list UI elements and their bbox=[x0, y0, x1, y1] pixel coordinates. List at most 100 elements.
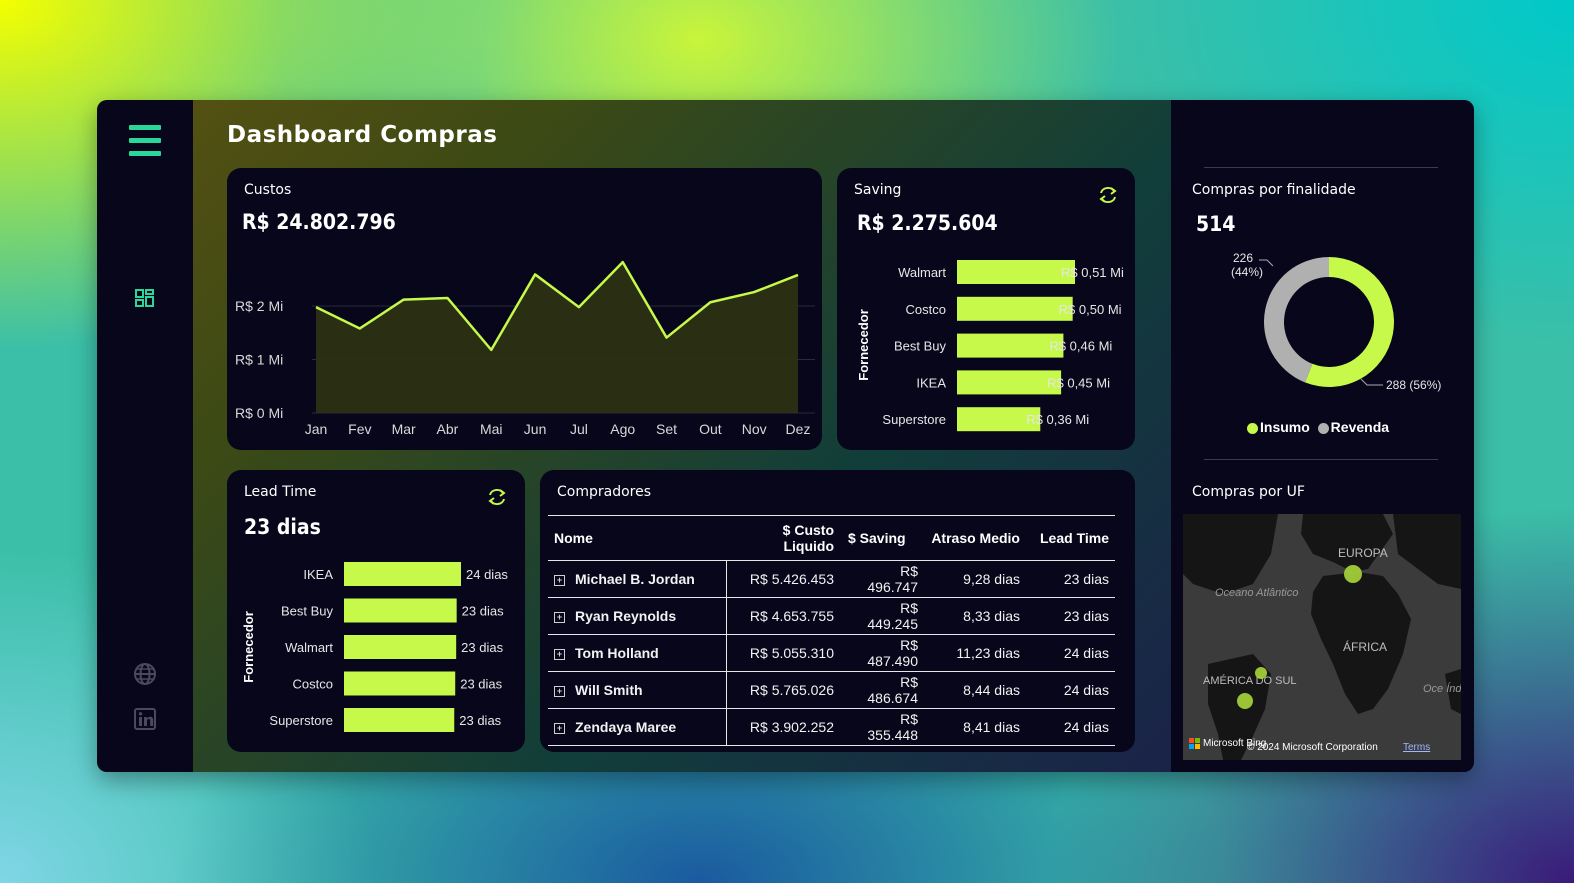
uf-map[interactable]: EUROPA Oceano Atlântico ÁFRICA AMÉRICA D… bbox=[1183, 514, 1461, 760]
table-row[interactable]: + Tom Holland R$ 5.055.310 R$ 487.490 11,23 … bbox=[548, 634, 1115, 672]
cell-nome: + Ryan Reynolds bbox=[548, 597, 727, 635]
x-tick-label: Set bbox=[656, 421, 677, 437]
legend-item-revenda[interactable]: Revenda bbox=[1317, 419, 1389, 435]
data-label: 23 dias bbox=[461, 640, 503, 655]
category-label: Best Buy bbox=[281, 604, 334, 619]
y-tick-label: R$ 2 Mi bbox=[235, 298, 283, 314]
table-row[interactable]: + Will Smith R$ 5.765.026 R$ 486.674 8,44 di… bbox=[548, 671, 1115, 709]
cell-value: R$ 487.490 bbox=[840, 634, 924, 672]
x-tick-label: Jun bbox=[524, 421, 547, 437]
category-label: Superstore bbox=[882, 412, 946, 427]
data-label: (44%) bbox=[1231, 265, 1263, 279]
x-tick-label: Fev bbox=[348, 421, 371, 437]
world-map: EUROPA Oceano Atlântico ÁFRICA AMÉRICA D… bbox=[1183, 514, 1461, 760]
map-attribution: Microsoft Bing bbox=[1203, 738, 1266, 749]
bar[interactable] bbox=[957, 333, 1064, 358]
bar[interactable] bbox=[344, 671, 456, 696]
x-tick-label: Mar bbox=[392, 421, 416, 437]
column-header-nome[interactable]: Nome bbox=[548, 516, 726, 561]
category-label: Walmart bbox=[898, 265, 946, 280]
refresh-icon[interactable] bbox=[486, 486, 508, 508]
cell-value: 8,41 dias bbox=[924, 708, 1026, 746]
lead-time-value: 23 dias bbox=[244, 515, 321, 539]
linkedin-icon[interactable] bbox=[134, 708, 156, 730]
bar[interactable] bbox=[957, 407, 1041, 432]
lead-time-card: Lead Time 23 dias IKEA 24 dias Best Buy 23 … bbox=[227, 470, 525, 752]
bar[interactable] bbox=[957, 370, 1062, 395]
saving-title: Saving bbox=[854, 182, 902, 198]
compradores-table: Nome $ Custo Liquido $ Saving Atraso Med… bbox=[548, 516, 1115, 746]
x-tick-label: Jan bbox=[305, 421, 328, 437]
cell-value: R$ 486.674 bbox=[840, 671, 924, 709]
menu-icon[interactable] bbox=[129, 125, 161, 164]
data-label: R$ 0,36 Mi bbox=[1026, 412, 1089, 427]
x-tick-label: Dez bbox=[786, 421, 811, 437]
dashboard-grid-icon[interactable] bbox=[135, 289, 155, 307]
cell-value: R$ 355.448 bbox=[840, 708, 924, 746]
refresh-icon[interactable] bbox=[1097, 184, 1119, 206]
bar[interactable] bbox=[344, 562, 461, 586]
expand-icon[interactable]: + bbox=[554, 685, 565, 697]
column-header-lead-time[interactable]: Lead Time bbox=[1026, 516, 1115, 561]
data-label: 24 dias bbox=[466, 567, 508, 582]
bar[interactable] bbox=[957, 296, 1073, 321]
data-label: 23 dias bbox=[460, 677, 502, 692]
page-title: Dashboard Compras bbox=[227, 122, 498, 148]
map-bubble[interactable] bbox=[1237, 693, 1253, 709]
saving-card: Saving R$ 2.275.604 Walmart R$ 0,51 Mi Cos… bbox=[837, 168, 1135, 450]
cell-value: 8,44 dias bbox=[924, 671, 1026, 709]
map-bubble[interactable] bbox=[1255, 667, 1267, 679]
bar[interactable] bbox=[344, 635, 457, 659]
saving-value: R$ 2.275.604 bbox=[857, 211, 998, 235]
x-tick-label: Abr bbox=[437, 421, 459, 437]
expand-icon[interactable]: + bbox=[554, 574, 565, 586]
compradores-title: Compradores bbox=[557, 484, 652, 500]
column-header-atraso[interactable]: Atraso Medio bbox=[924, 516, 1026, 561]
cell-value: R$ 5.055.310 bbox=[726, 634, 840, 672]
x-tick-label: Jul bbox=[570, 421, 588, 437]
cell-nome: + Tom Holland bbox=[548, 634, 727, 672]
expand-icon[interactable]: + bbox=[554, 611, 565, 623]
bar[interactable] bbox=[344, 708, 455, 732]
series-line[interactable] bbox=[315, 260, 799, 352]
data-label: R$ 0,51 Mi bbox=[1061, 265, 1124, 280]
leader-line bbox=[1259, 259, 1274, 267]
donut-slice[interactable] bbox=[1304, 257, 1394, 387]
cell-value: 11,23 dias bbox=[924, 634, 1026, 672]
expand-icon[interactable]: + bbox=[554, 722, 565, 734]
data-label: 23 dias bbox=[462, 604, 504, 619]
finalidade-donut-chart: 288 (56%) 226(44%) bbox=[1231, 251, 1441, 392]
table-row[interactable]: + Michael B. Jordan R$ 5.426.453 R$ 496.747… bbox=[548, 560, 1115, 598]
buyer-name: Michael B. Jordan bbox=[575, 571, 695, 587]
category-label: Costco bbox=[906, 302, 946, 317]
bar[interactable] bbox=[957, 260, 1075, 284]
y-tick-label: R$ 1 Mi bbox=[235, 352, 283, 368]
lead-time-title: Lead Time bbox=[244, 484, 317, 500]
table-row[interactable]: + Ryan Reynolds R$ 4.653.755 R$ 449.245 8,33… bbox=[548, 597, 1115, 635]
expand-icon[interactable]: + bbox=[554, 648, 565, 660]
map-terms-link[interactable]: Terms bbox=[1403, 742, 1430, 753]
cell-value: 24 dias bbox=[1026, 708, 1115, 746]
map-label-america-do-sul: AMÉRICA DO SUL bbox=[1203, 674, 1297, 687]
category-label: Walmart bbox=[285, 640, 333, 655]
map-bubble[interactable] bbox=[1344, 565, 1362, 583]
map-label-europa: EUROPA bbox=[1338, 546, 1388, 560]
donut-slice[interactable] bbox=[1264, 257, 1329, 383]
column-header-custo[interactable]: $ Custo Liquido bbox=[726, 516, 840, 561]
cell-value: R$ 5.426.453 bbox=[726, 560, 840, 598]
revenda-swatch bbox=[1317, 422, 1329, 434]
cell-value: 9,28 dias bbox=[924, 560, 1026, 598]
column-header-saving[interactable]: $ Saving bbox=[840, 516, 924, 561]
table-header-row: Nome $ Custo Liquido $ Saving Atraso Med… bbox=[548, 516, 1115, 561]
legend-item-insumo[interactable]: Insumo bbox=[1247, 419, 1310, 435]
table-row[interactable]: + Zendaya Maree R$ 3.902.252 R$ 355.448 8,41… bbox=[548, 708, 1115, 746]
y-tick-label: R$ 0 Mi bbox=[235, 405, 283, 421]
data-label: R$ 0,45 Mi bbox=[1047, 375, 1110, 390]
category-label: Costco bbox=[293, 677, 333, 692]
cell-value: R$ 449.245 bbox=[840, 597, 924, 635]
globe-icon[interactable] bbox=[133, 662, 157, 686]
x-tick-label: Mai bbox=[480, 421, 503, 437]
area-fill bbox=[316, 262, 798, 413]
cell-value: R$ 3.902.252 bbox=[726, 708, 840, 746]
bar[interactable] bbox=[344, 598, 457, 623]
